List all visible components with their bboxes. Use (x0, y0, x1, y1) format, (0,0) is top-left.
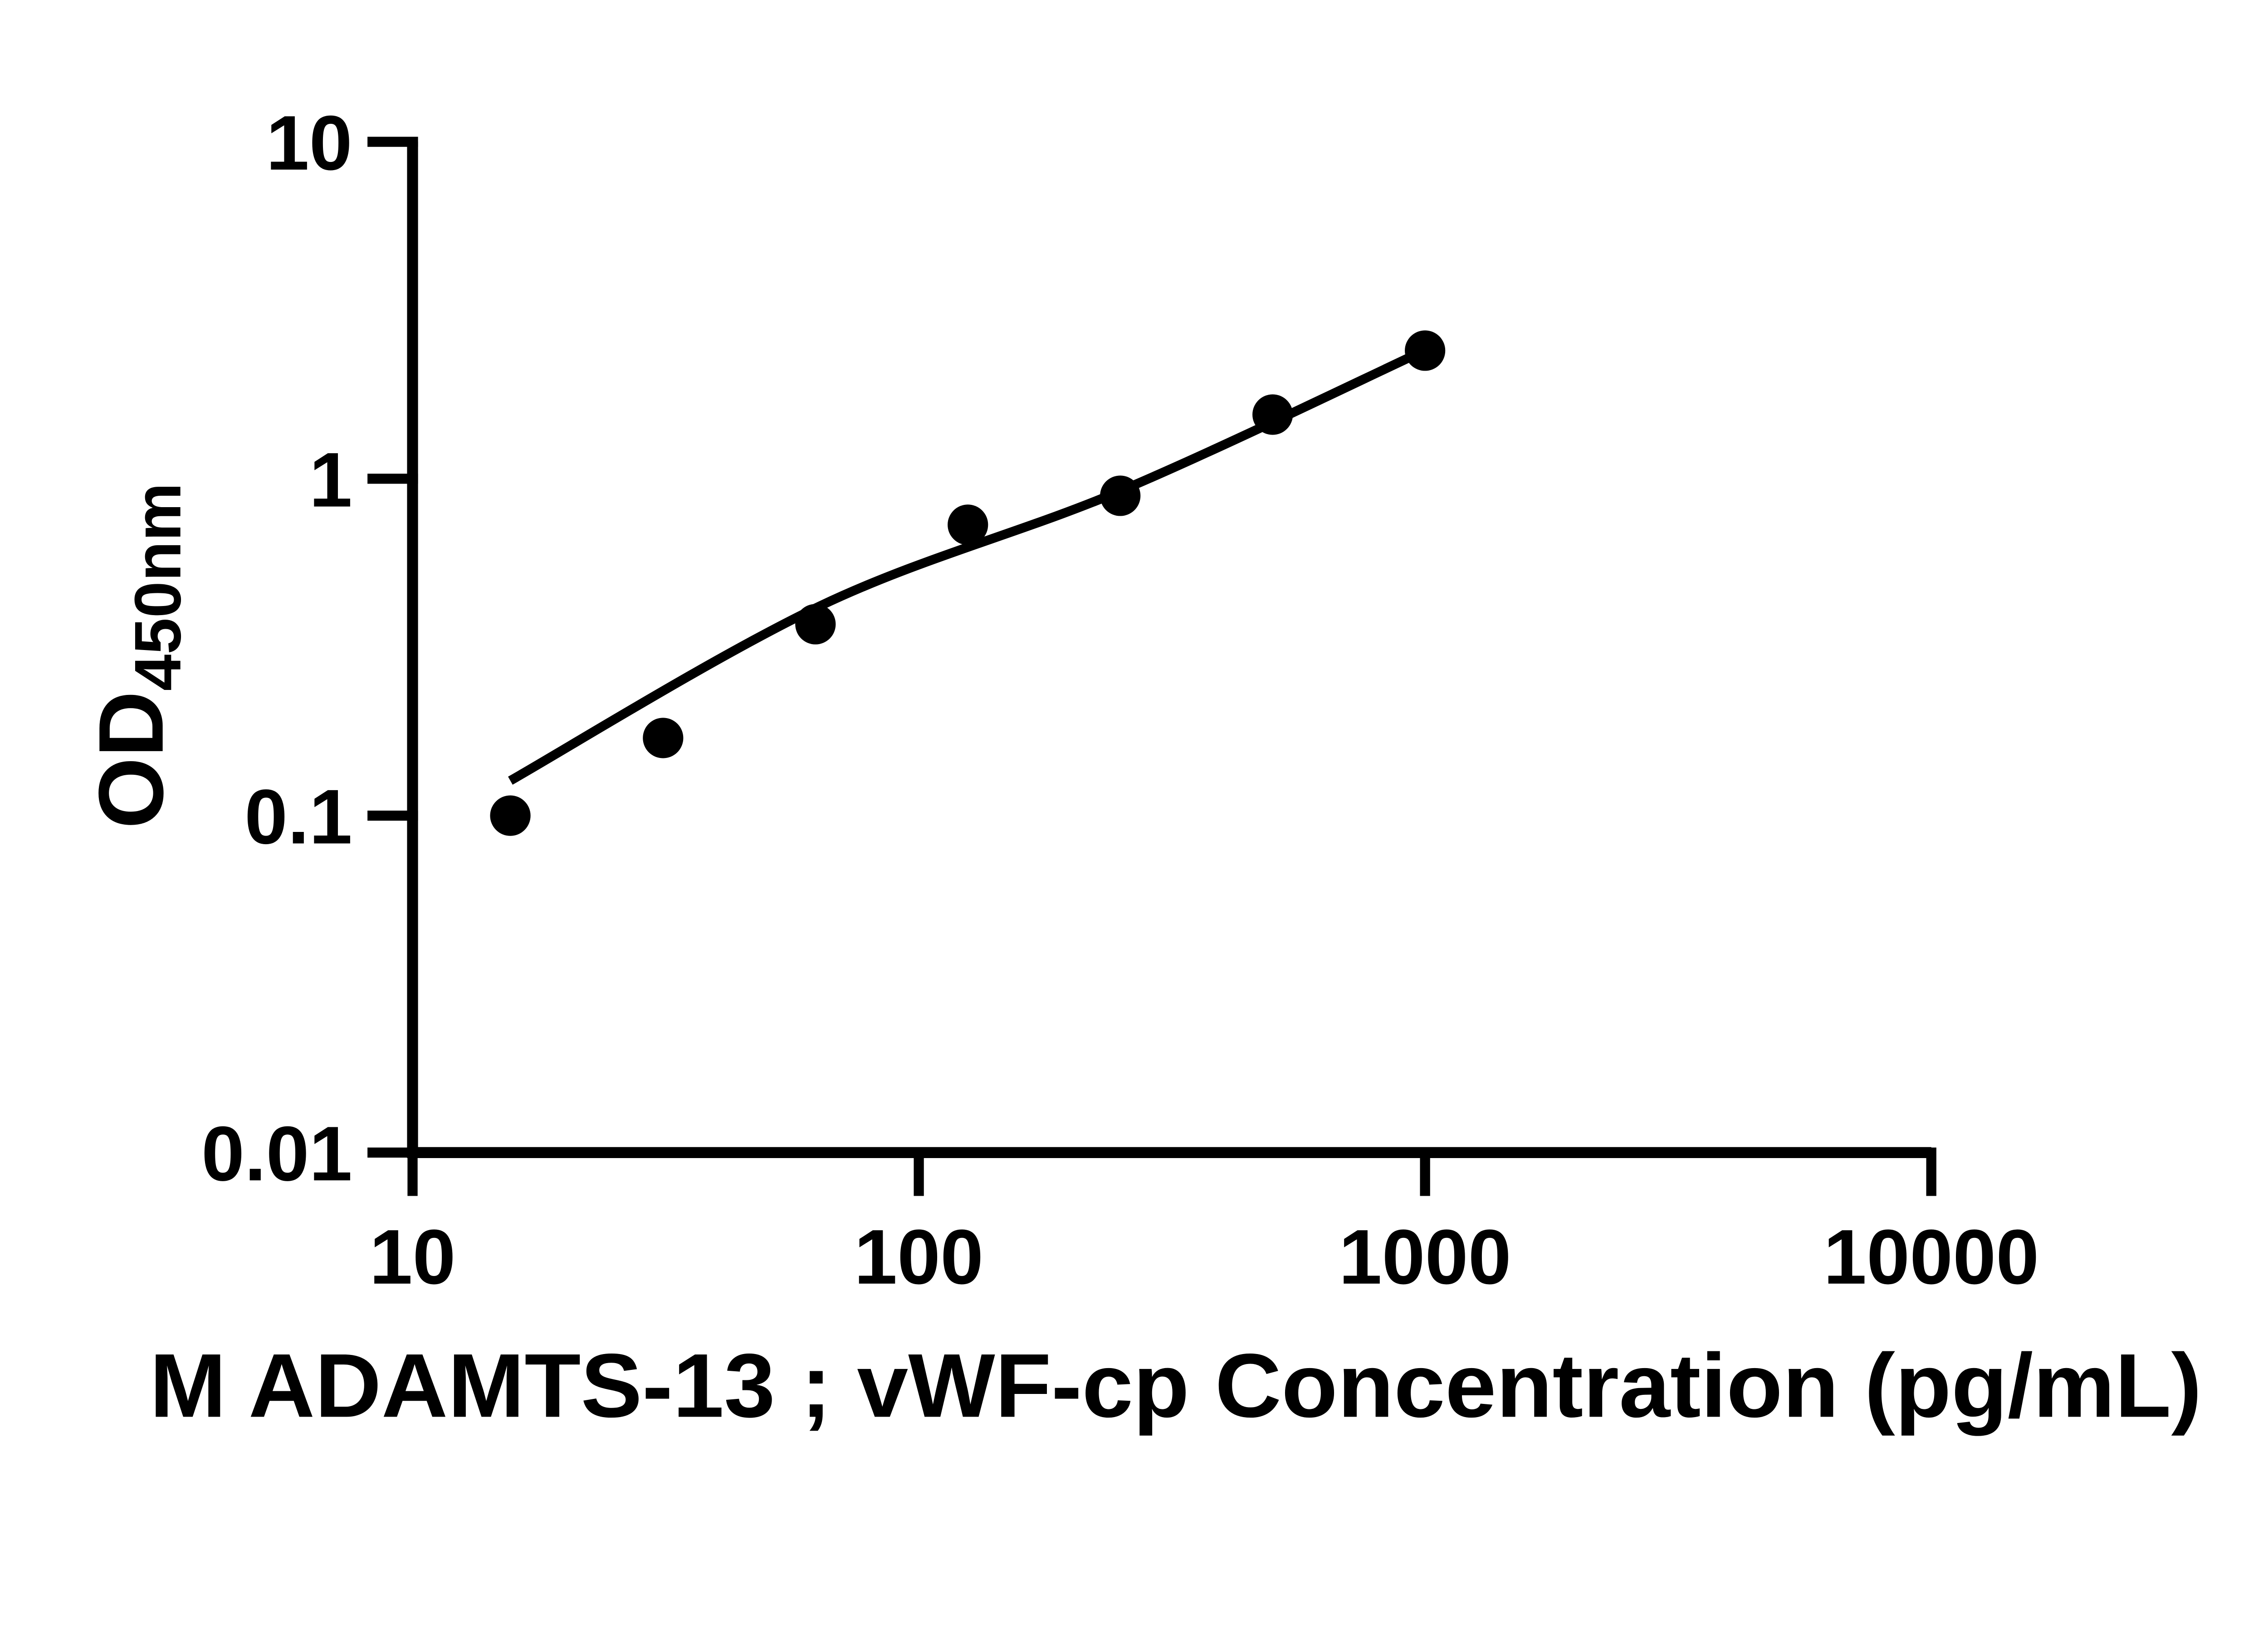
data-point (1252, 394, 1293, 435)
data-point (643, 718, 684, 758)
x-tick-label: 10 (369, 1214, 455, 1301)
x-axis-title: M ADAMTS-13 ; vWF-cp Concentration (pg/m… (150, 1335, 2202, 1436)
y-axis-title-subscript: 450nm (121, 483, 195, 691)
standard-curve-figure: 10 1 0.1 0.01 10 100 1000 10000 M ADAMTS-13 ; vW… (79, 99, 2202, 1437)
y-tick-label: 0.01 (201, 1110, 352, 1197)
x-tick-label: 10000 (1823, 1214, 2039, 1301)
x-tick-label: 100 (854, 1214, 983, 1301)
y-tick-label: 10 (266, 100, 352, 186)
y-tick-label: 0.1 (244, 773, 352, 860)
data-point (1100, 475, 1141, 516)
data-point (948, 504, 988, 545)
y-axis-title: OD450nm (80, 483, 195, 829)
data-point (795, 604, 836, 645)
x-tick-label: 1000 (1339, 1214, 1511, 1301)
y-axis-title-main: OD (80, 691, 182, 829)
y-tick-label: 1 (309, 437, 352, 523)
data-point (1405, 330, 1446, 371)
data-point (490, 795, 531, 836)
